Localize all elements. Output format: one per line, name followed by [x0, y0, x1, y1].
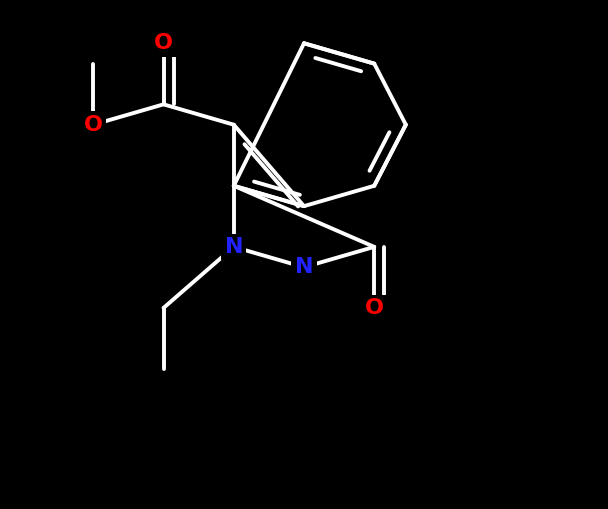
Text: O: O	[154, 33, 173, 53]
Text: N: N	[224, 237, 243, 257]
Text: N: N	[295, 257, 313, 277]
Text: O: O	[365, 298, 384, 318]
Text: O: O	[84, 115, 103, 135]
